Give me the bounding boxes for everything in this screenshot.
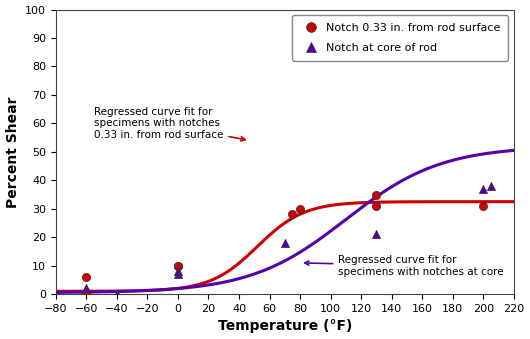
- Point: [82, 292, 91, 297]
- Point: [82, 274, 91, 280]
- Y-axis label: Percent Shear: Percent Shear: [5, 96, 20, 207]
- Point: [487, 183, 495, 189]
- Point: [174, 269, 182, 274]
- Point: [288, 212, 297, 217]
- Point: [372, 192, 381, 197]
- Point: [372, 203, 381, 208]
- Point: [280, 240, 289, 246]
- Point: [479, 203, 488, 208]
- Point: [174, 272, 182, 277]
- Point: [296, 206, 304, 212]
- Text: Regressed curve fit for
specimens with notches
0.33 in. from rod surface: Regressed curve fit for specimens with n…: [94, 107, 245, 141]
- Point: [174, 263, 182, 268]
- X-axis label: Temperature (°F): Temperature (°F): [218, 319, 352, 334]
- Point: [113, 292, 121, 297]
- Point: [82, 286, 91, 291]
- Text: Regressed curve fit for
specimens with notches at core: Regressed curve fit for specimens with n…: [305, 255, 504, 277]
- Point: [174, 263, 182, 268]
- Point: [479, 186, 488, 192]
- Legend: Notch 0.33 in. from rod surface, Notch at core of rod: Notch 0.33 in. from rod surface, Notch a…: [292, 15, 508, 61]
- Point: [372, 232, 381, 237]
